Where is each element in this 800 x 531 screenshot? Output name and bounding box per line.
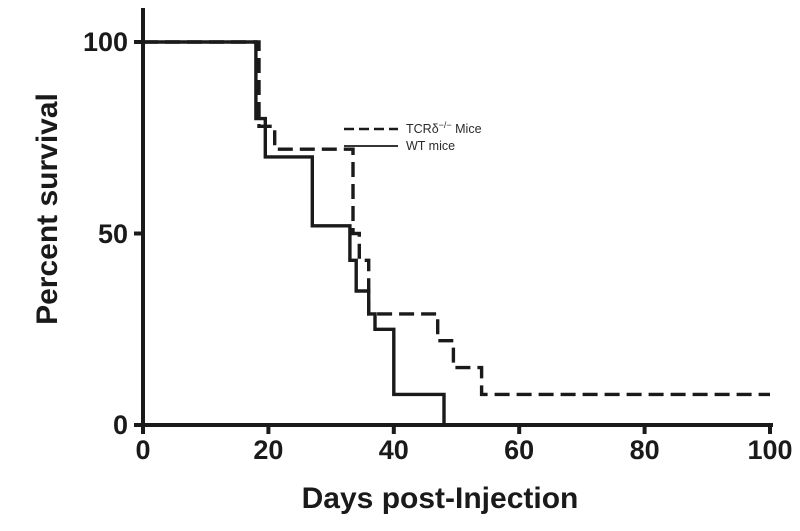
legend-label-tcr-superscript: −/− (438, 120, 452, 131)
survival-curve-tcrd-mice (143, 40, 770, 397)
x-axis-title: Days post-Injection (301, 482, 579, 515)
x-tick-label: 0 (135, 435, 151, 465)
x-tick-label: 40 (378, 435, 409, 465)
legend-label-tcr-suffix: Mice (451, 122, 482, 137)
x-tick-label: 20 (253, 435, 284, 465)
legend-item-wt-mice: WT mice (344, 137, 482, 154)
y-tick-label: 0 (112, 410, 128, 440)
y-tick-label: 100 (82, 27, 128, 57)
legend: TCRδ−/− Mice WT mice (344, 120, 482, 154)
x-tick-label: 80 (629, 435, 660, 465)
legend-label-wt-mice: WT mice (406, 138, 456, 153)
legend-item-tcr-mice: TCRδ−/− Mice (344, 120, 482, 137)
solid-line-sample-icon (344, 144, 398, 147)
dashed-line-sample-icon (344, 127, 398, 130)
legend-label-tcr-prefix: TCRδ (406, 122, 439, 137)
survival-curve-wt-mice (143, 40, 446, 425)
y-axis-title: Percent survival (31, 93, 64, 325)
legend-label-tcr-mice: TCRδ−/− Mice (406, 120, 482, 136)
x-tick-label: 60 (504, 435, 535, 465)
y-tick-label: 50 (97, 218, 128, 249)
x-tick-label: 100 (747, 435, 793, 465)
